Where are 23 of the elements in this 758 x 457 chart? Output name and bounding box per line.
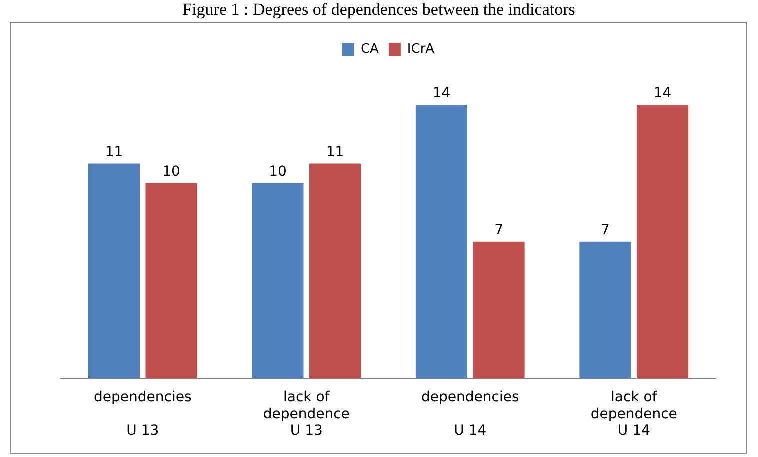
x-tick-label: lack of dependence U 14 bbox=[590, 390, 678, 440]
bar bbox=[252, 183, 304, 379]
category-label: dependencies U 14 bbox=[422, 390, 520, 440]
bar bbox=[309, 164, 362, 379]
chart-title: Figure 1 : Degrees of dependences between the indicators bbox=[182, 0, 576, 21]
data-label: 10 bbox=[162, 164, 180, 180]
x-tick-label: lack of dependence U 13 bbox=[263, 390, 350, 440]
data-label: 10 bbox=[269, 164, 287, 180]
data-label: 14 bbox=[654, 86, 672, 102]
legend-label: ICrA bbox=[407, 42, 435, 57]
bar bbox=[88, 164, 140, 379]
category-label: dependencies U 13 bbox=[94, 390, 192, 440]
bar bbox=[580, 242, 632, 379]
bar bbox=[146, 183, 198, 379]
bar bbox=[473, 242, 525, 379]
bar bbox=[416, 105, 468, 379]
data-label: 7 bbox=[601, 222, 610, 238]
data-label: 7 bbox=[494, 222, 504, 238]
bar bbox=[636, 105, 689, 379]
data-label: 11 bbox=[326, 144, 344, 160]
data-label: 14 bbox=[432, 86, 451, 102]
legend-label: CA bbox=[360, 42, 380, 57]
data-label: 11 bbox=[105, 144, 124, 160]
